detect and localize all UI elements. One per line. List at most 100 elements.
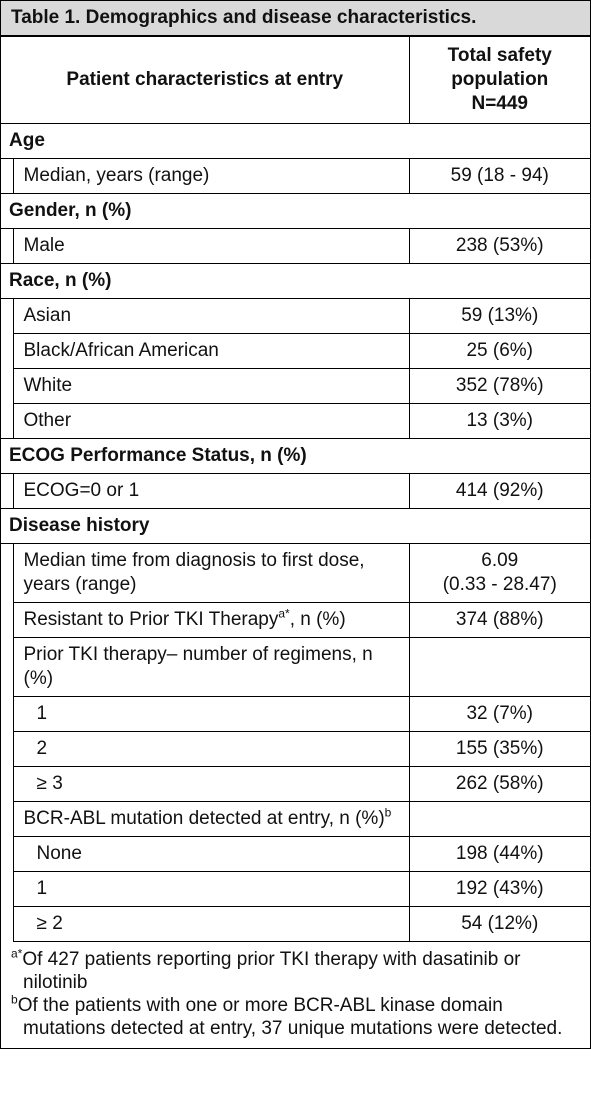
value-text: 32 (7%) [466, 703, 534, 724]
value-cell [408, 637, 590, 697]
label-cell: ≥ 2 [12, 906, 410, 942]
label-cell: BCR-ABL mutation detected at entry, n (%… [12, 801, 410, 837]
value-line: 6.09 [481, 550, 519, 571]
table-row: Prior TKI therapy– number of regimens, n… [1, 637, 590, 697]
footnotes: a*Of 427 patients reporting prior TKI th… [1, 942, 590, 1048]
value-text: 25 (6%) [466, 340, 534, 361]
row-label: , n (%) [289, 609, 346, 630]
value-cell: 54 (12%) [408, 906, 590, 942]
table: Patient characteristics at entry Total sa… [1, 36, 590, 942]
table-row: Other 13 (3%) [1, 403, 590, 439]
table-row: BCR-ABL mutation detected at entry, n (%… [1, 801, 590, 837]
section-title: ECOG Performance Status, n (%) [1, 438, 590, 474]
value-cell: 6.09 (0.33 - 28.47) [408, 543, 590, 603]
indent-cell [1, 602, 14, 638]
indent-cell [1, 298, 14, 334]
value-cell: 374 (88%) [408, 602, 590, 638]
value-line: population [451, 69, 549, 90]
table-row: 1 32 (7%) [1, 696, 590, 732]
section-title: Gender, n (%) [1, 193, 590, 229]
row-label: ≥ 2 [36, 913, 63, 934]
row-label: Prior TKI therapy– number of regimens, n… [23, 644, 373, 689]
label-cell: 1 [12, 696, 410, 732]
footnote: bOf the patients with one or more BCR-AB… [11, 994, 578, 1040]
value-text: 13 (3%) [466, 410, 534, 431]
label-cell: Resistant to Prior TKI Therapya*, n (%) [12, 602, 410, 638]
section-title: Race, n (%) [1, 263, 590, 299]
row-label: White [23, 375, 73, 396]
footnote-text: Of 427 patients reporting prior TKI ther… [22, 949, 521, 993]
label-cell: 1 [12, 871, 410, 907]
value-cell: 13 (3%) [408, 403, 590, 439]
section-title: Age [1, 123, 590, 159]
value-cell: 25 (6%) [408, 333, 590, 369]
value-cell: 238 (53%) [408, 228, 590, 264]
label-cell: None [12, 836, 410, 872]
indent-cell [1, 543, 14, 603]
label-cell: Median, years (range) [12, 158, 410, 194]
value-text: 155 (35%) [455, 738, 544, 759]
row-label: Asian [23, 305, 72, 326]
table-title: Table 1. Demographics and disease charac… [1, 1, 590, 36]
section-row: Race, n (%) [1, 263, 590, 299]
section-label: Age [9, 130, 45, 151]
value-cell: 59 (13%) [408, 298, 590, 334]
indent-cell [1, 731, 14, 767]
table-row: ECOG=0 or 1 414 (92%) [1, 473, 590, 509]
footnote-text: Of the patients with one or more BCR-ABL… [17, 995, 563, 1039]
indent-cell [1, 228, 14, 264]
footnote: a*Of 427 patients reporting prior TKI th… [11, 948, 578, 994]
row-label: 1 [36, 878, 48, 899]
label-cell: Black/African American [12, 333, 410, 369]
indent-cell [1, 696, 14, 732]
row-label: Resistant to Prior TKI Therapy [23, 609, 279, 630]
row-label: ECOG=0 or 1 [23, 480, 140, 501]
value-line: (0.33 - 28.47) [442, 574, 557, 595]
value-cell: 352 (78%) [408, 368, 590, 404]
indent-cell [1, 871, 14, 907]
label-cell: Median time from diagnosis to first dose… [12, 543, 410, 603]
row-label: BCR-ABL mutation detected at entry, n (%… [23, 808, 385, 829]
value-text: 262 (58%) [455, 773, 544, 794]
value-cell: 414 (92%) [408, 473, 590, 509]
header-cell: Total safety population N=449 [408, 36, 590, 124]
value-cell: 198 (44%) [408, 836, 590, 872]
section-label: Disease history [9, 515, 150, 536]
value-text: 198 (44%) [455, 843, 544, 864]
value-line: N=449 [471, 93, 529, 114]
indent-cell [1, 403, 14, 439]
label-cell: ≥ 3 [12, 766, 410, 802]
label-cell: Male [12, 228, 410, 264]
value-cell: 59 (18 - 94) [408, 158, 590, 194]
indent-cell [1, 766, 14, 802]
value-cell: 192 (43%) [408, 871, 590, 907]
table-row: Resistant to Prior TKI Therapya*, n (%) 3… [1, 602, 590, 638]
header-row: Patient characteristics at entry Total sa… [1, 36, 590, 124]
value-text: 59 (13%) [461, 305, 539, 326]
indent-cell [1, 158, 14, 194]
label-cell: Other [12, 403, 410, 439]
value-text: 192 (43%) [455, 878, 544, 899]
section-row: Disease history [1, 508, 590, 544]
indent-cell [1, 637, 14, 697]
indent-cell [1, 333, 14, 369]
row-label: Other [23, 410, 72, 431]
value-cell: 32 (7%) [408, 696, 590, 732]
section-row: Age [1, 123, 590, 159]
row-label: Male [23, 235, 65, 256]
section-title: Disease history [1, 508, 590, 544]
table-row: Asian 59 (13%) [1, 298, 590, 334]
label-cell: ECOG=0 or 1 [12, 473, 410, 509]
row-label: 2 [36, 738, 48, 759]
row-label: Median time from diagnosis to first dose… [23, 550, 365, 595]
footnote-mark: b [11, 992, 18, 1007]
row-label: Median, years (range) [23, 165, 210, 186]
value-text: 414 (92%) [455, 480, 544, 501]
section-label: Gender, n (%) [9, 200, 132, 221]
table-row: 1 192 (43%) [1, 871, 590, 907]
value-text: 374 (88%) [455, 609, 544, 630]
row-label: Black/African American [23, 340, 219, 361]
row-label: None [36, 843, 82, 864]
header-cell: Patient characteristics at entry [1, 36, 410, 124]
table-row: Male 238 (53%) [1, 228, 590, 264]
